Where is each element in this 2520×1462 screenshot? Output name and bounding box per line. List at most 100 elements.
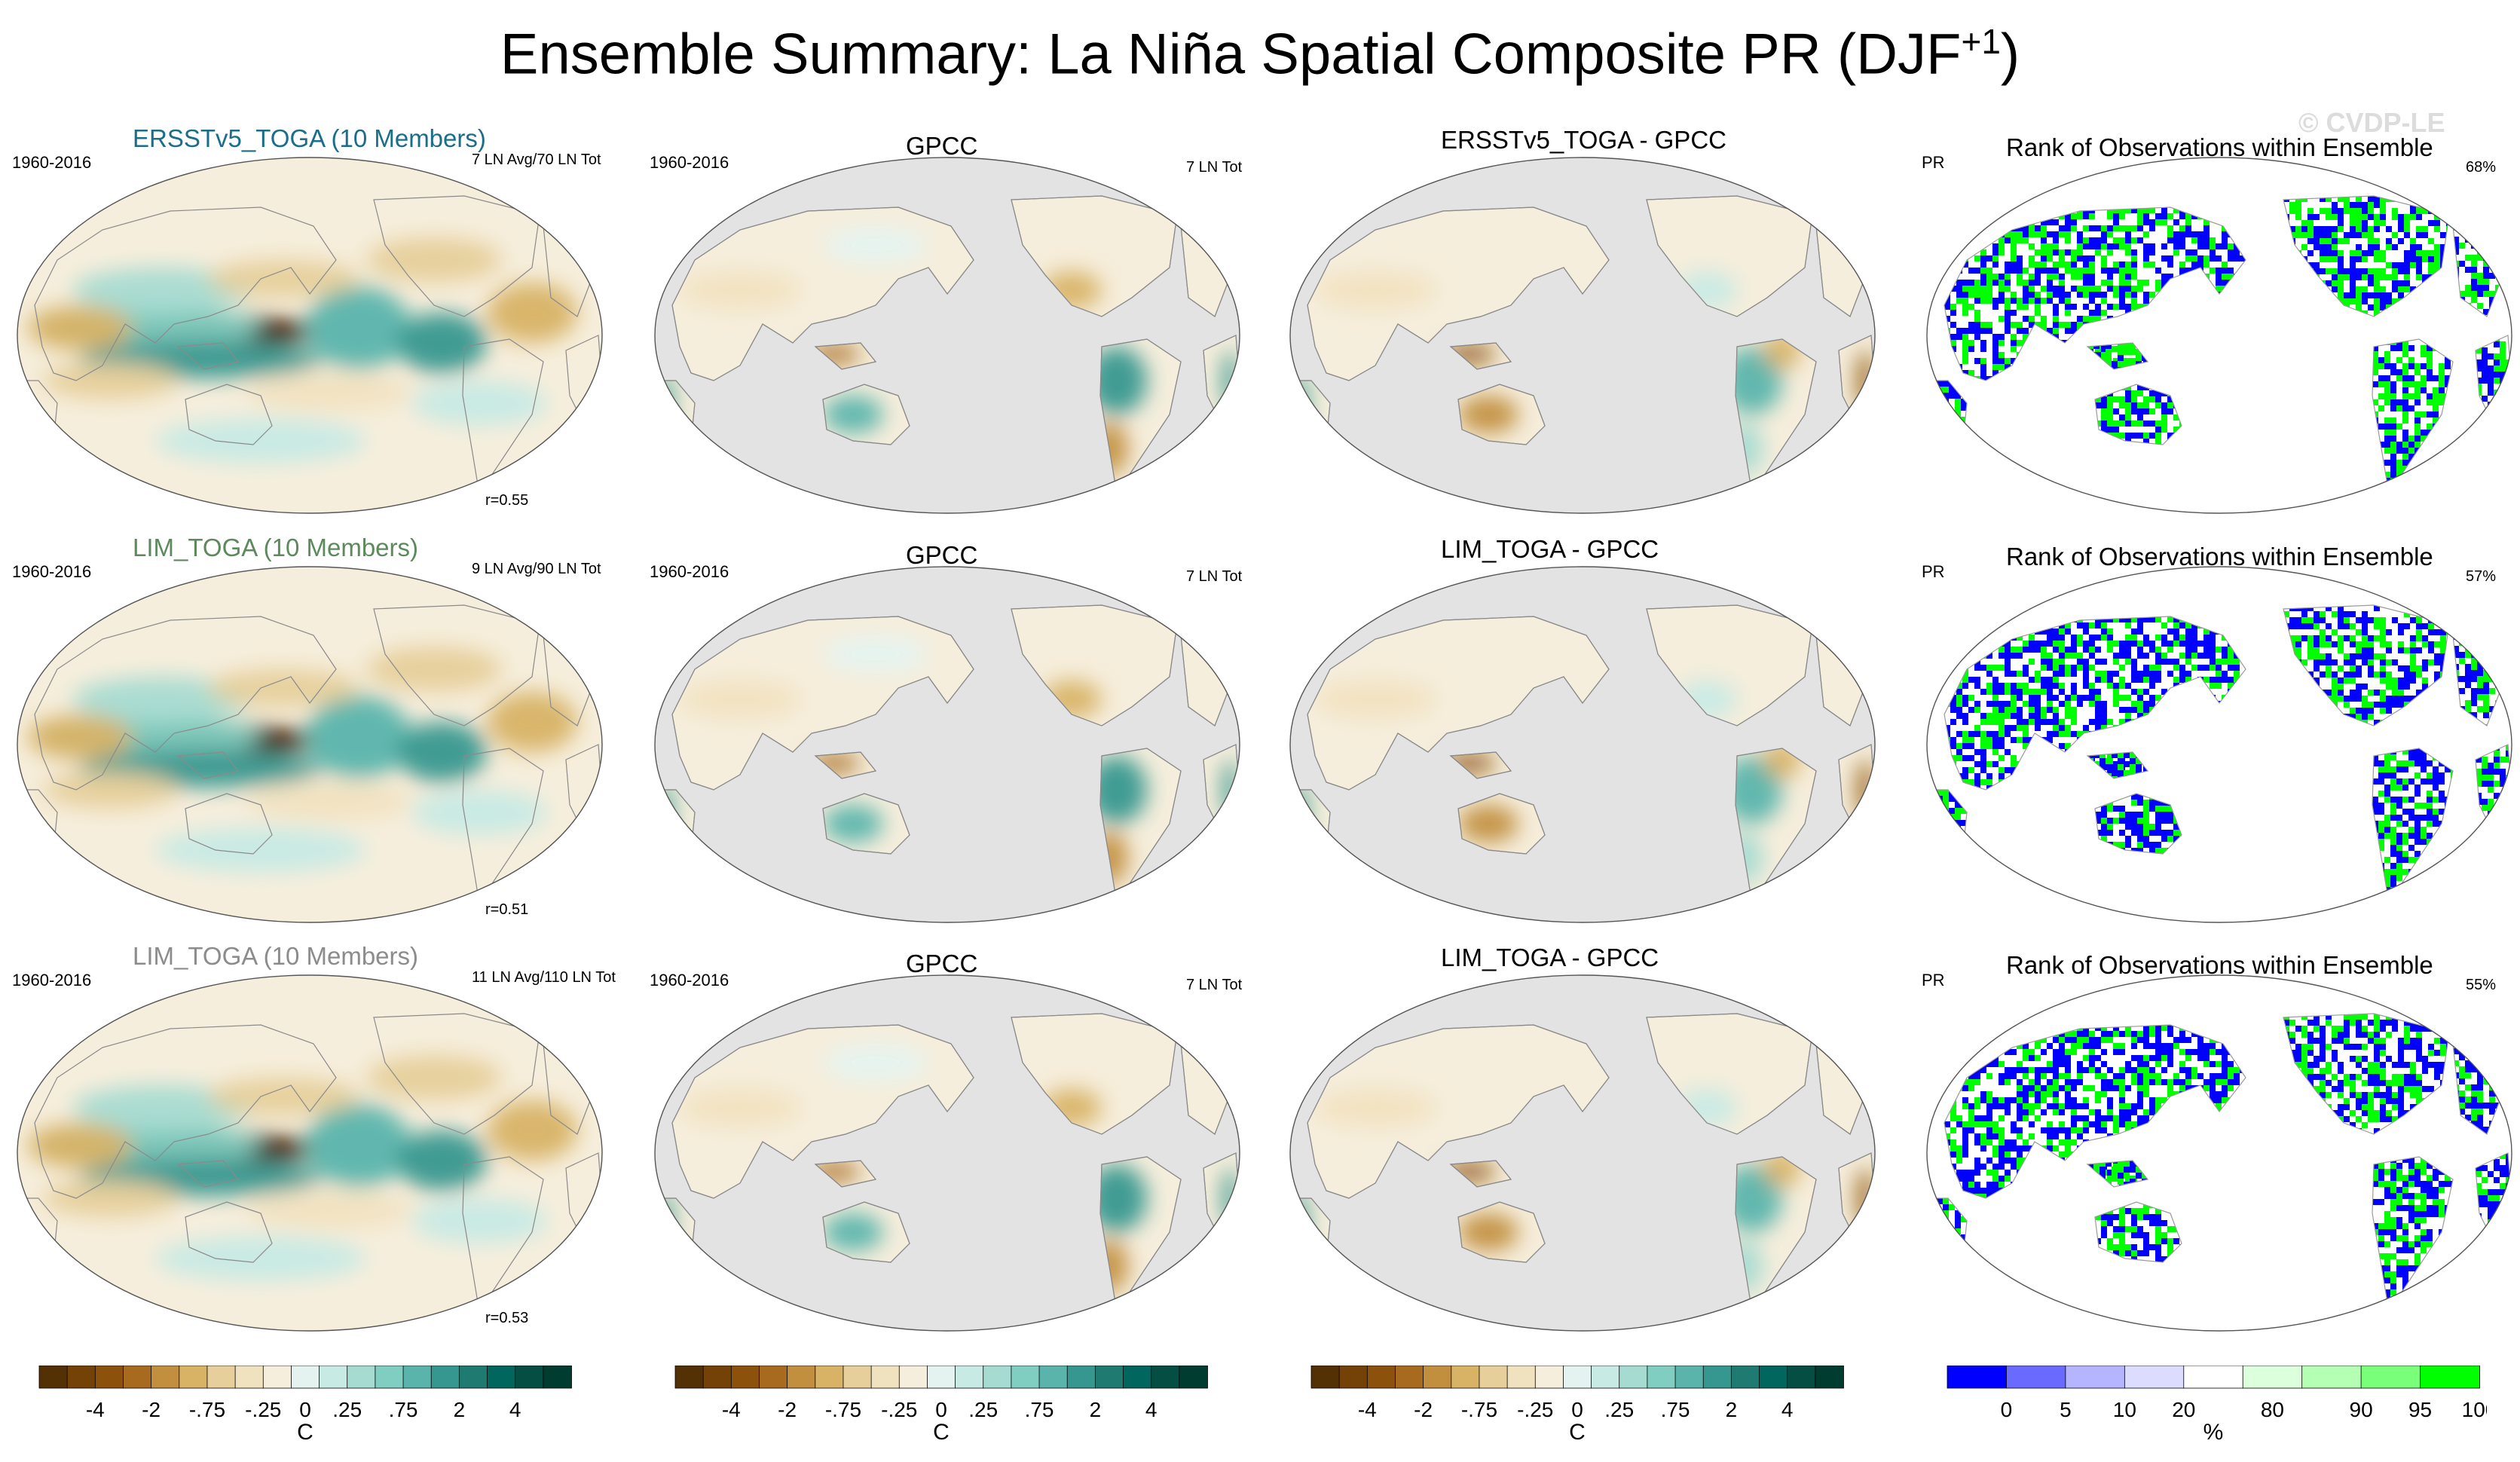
- pr-colorbar-1-swatch-11: [347, 1366, 376, 1389]
- obs-anomaly-8: [823, 1044, 928, 1081]
- model-anomaly-11: [411, 381, 547, 426]
- land-outline-5: [1099, 748, 1182, 904]
- pr-colorbar-1-swatch-13: [402, 1366, 433, 1389]
- pr-colorbar-1-tick-8: 4: [509, 1398, 521, 1421]
- model-anomaly-9: [246, 1191, 411, 1228]
- pr-colorbar-2-swatch-13: [1038, 1366, 1069, 1389]
- model-anomaly-9: [246, 782, 411, 820]
- land-outline-5: [2372, 1156, 2454, 1313]
- land-outline-2: [185, 1201, 273, 1263]
- land-outline-0: [671, 1024, 974, 1199]
- land-outline-0: [34, 1024, 337, 1199]
- rank-colorbar-tick-7: 100: [2462, 1398, 2487, 1421]
- pr-colorbar-3-tick-5: .25: [1604, 1398, 1634, 1421]
- model-period: 1960-2016: [12, 971, 92, 989]
- obs-anomaly-7: [680, 681, 800, 718]
- pr-colorbar-3-swatch-12: [1647, 1366, 1676, 1389]
- land-outline-0: [1307, 206, 1610, 381]
- rank-colorbar-swatch-2: [2065, 1366, 2126, 1389]
- pr-colorbar-2: -4 -2 -.75 -.25 0 .25 .75 2 4 C: [674, 1366, 1208, 1445]
- pr-colorbar-3-swatch-6: [1479, 1366, 1509, 1389]
- pr-colorbar-2-swatch-2: [730, 1366, 760, 1389]
- land-outline-4: [1646, 604, 1813, 726]
- map-border: [1926, 974, 2512, 1332]
- difference-map: [1289, 566, 1876, 923]
- pr-colorbar-1-swatch-10: [319, 1366, 348, 1389]
- pr-colorbar-1-unit: C: [297, 1420, 313, 1445]
- model-composite-map: [17, 566, 603, 923]
- obs-panel-title: GPCC: [906, 541, 978, 569]
- obs-anomaly-1: [823, 805, 883, 843]
- rank-colorbar-swatch-5: [2242, 1366, 2303, 1389]
- pr-colorbar-3-swatch-3: [1395, 1366, 1424, 1389]
- diff-anomaly-7: [1315, 271, 1436, 309]
- pr-colorbar-2-tick-4: 0: [935, 1398, 947, 1421]
- model-anomaly-4: [306, 286, 411, 369]
- rank-colorbar-swatch-4: [2183, 1366, 2244, 1389]
- map-border: [1289, 157, 1876, 514]
- pr-colorbar-1-swatch-18: [543, 1366, 572, 1389]
- model-composite-map: [17, 974, 603, 1332]
- rank-percentage: 55%: [2466, 977, 2497, 993]
- watermark: © CVDP-LE: [2298, 107, 2445, 138]
- pr-colorbar-3-swatch-18: [1815, 1366, 1844, 1389]
- land-outline-2: [2094, 384, 2182, 445]
- model-composite-map: [17, 157, 603, 514]
- land-outline-4: [2283, 604, 2450, 726]
- rank-colorbar-swatch-0: [1947, 1366, 2008, 1389]
- model-anomaly-7: [27, 1123, 133, 1168]
- model-anomaly-4: [306, 696, 411, 778]
- land-outline-2: [1457, 793, 1546, 855]
- rank-colorbar-tick-3: 20: [2172, 1398, 2195, 1421]
- pr-colorbar-3-swatch-4: [1423, 1366, 1452, 1389]
- model-anomaly-8: [42, 362, 178, 399]
- obs-composite-map: [654, 974, 1240, 1332]
- model-anomaly-8: [42, 771, 178, 809]
- pr-colorbar-2-swatch-4: [787, 1366, 816, 1389]
- pr-colorbar-3-swatch-14: [1702, 1366, 1732, 1389]
- map-border: [17, 566, 603, 923]
- pr-colorbar-1-swatch-16: [487, 1366, 516, 1389]
- pr-colorbar-1-tick-4: 0: [299, 1398, 311, 1421]
- rank-variable: PR: [1922, 562, 1945, 581]
- land-outline-0: [1944, 206, 2246, 381]
- model-anomaly-11: [411, 790, 547, 835]
- pr-colorbar-2-tick-8: 4: [1145, 1398, 1158, 1421]
- pr-colorbar-1-tick-1: -2: [142, 1398, 161, 1421]
- pr-colorbar-2-swatch-12: [1011, 1366, 1040, 1389]
- rank-colorbar-tick-4: 80: [2261, 1398, 2284, 1421]
- pr-colorbar-3-tick-7: 2: [1726, 1398, 1738, 1421]
- pr-colorbar-2-swatch-9: [927, 1366, 956, 1389]
- diff-anomaly-7: [1315, 1089, 1436, 1127]
- land-outline-0: [1307, 616, 1610, 791]
- figure-title: Ensemble Summary: La Niña Spatial Compos…: [0, 21, 2520, 87]
- pr-colorbar-1-swatch-3: [123, 1366, 152, 1389]
- model-anomaly-12: [487, 283, 577, 343]
- rank-panel-title: Rank of Observations within Ensemble: [2006, 133, 2433, 161]
- obs-period: 1960-2016: [650, 562, 729, 581]
- pr-colorbar-1-swatch-7: [234, 1366, 265, 1389]
- rank-map: [1926, 974, 2512, 1332]
- pr-colorbar-2-swatch-17: [1151, 1366, 1180, 1389]
- rank-colorbar-swatch-1: [2006, 1366, 2066, 1389]
- pr-colorbar-1-swatch-5: [179, 1366, 208, 1389]
- pr-colorbar-3-tick-3: -.25: [1517, 1398, 1553, 1421]
- land-outline-0: [34, 206, 337, 381]
- model-anomaly-13: [155, 418, 366, 463]
- diff-anomaly-0: [1722, 1164, 1782, 1232]
- model-period: 1960-2016: [12, 562, 92, 581]
- land-outline-0: [671, 206, 974, 381]
- pr-colorbar-1-swatch-8: [262, 1366, 292, 1389]
- pr-colorbar-2-tick-3: -.25: [881, 1398, 917, 1421]
- map-border: [654, 157, 1240, 514]
- pr-colorbar-3: -4 -2 -.75 -.25 0 .25 .75 2 4 C: [1310, 1366, 1844, 1445]
- map-border: [1926, 157, 2512, 514]
- obs-period: 1960-2016: [650, 153, 729, 172]
- difference-panel-title: LIM_TOGA - GPCC: [1441, 535, 1659, 563]
- pr-colorbar-1-swatch-17: [515, 1366, 544, 1389]
- land-outline-5: [1735, 1156, 1817, 1313]
- difference-panel-title: ERSSTv5_TOGA - GPCC: [1441, 126, 1726, 154]
- land-outline-4: [1011, 1013, 1178, 1135]
- pr-colorbar-2-swatch-14: [1066, 1366, 1096, 1389]
- pr-colorbar-3-swatch-10: [1591, 1366, 1620, 1389]
